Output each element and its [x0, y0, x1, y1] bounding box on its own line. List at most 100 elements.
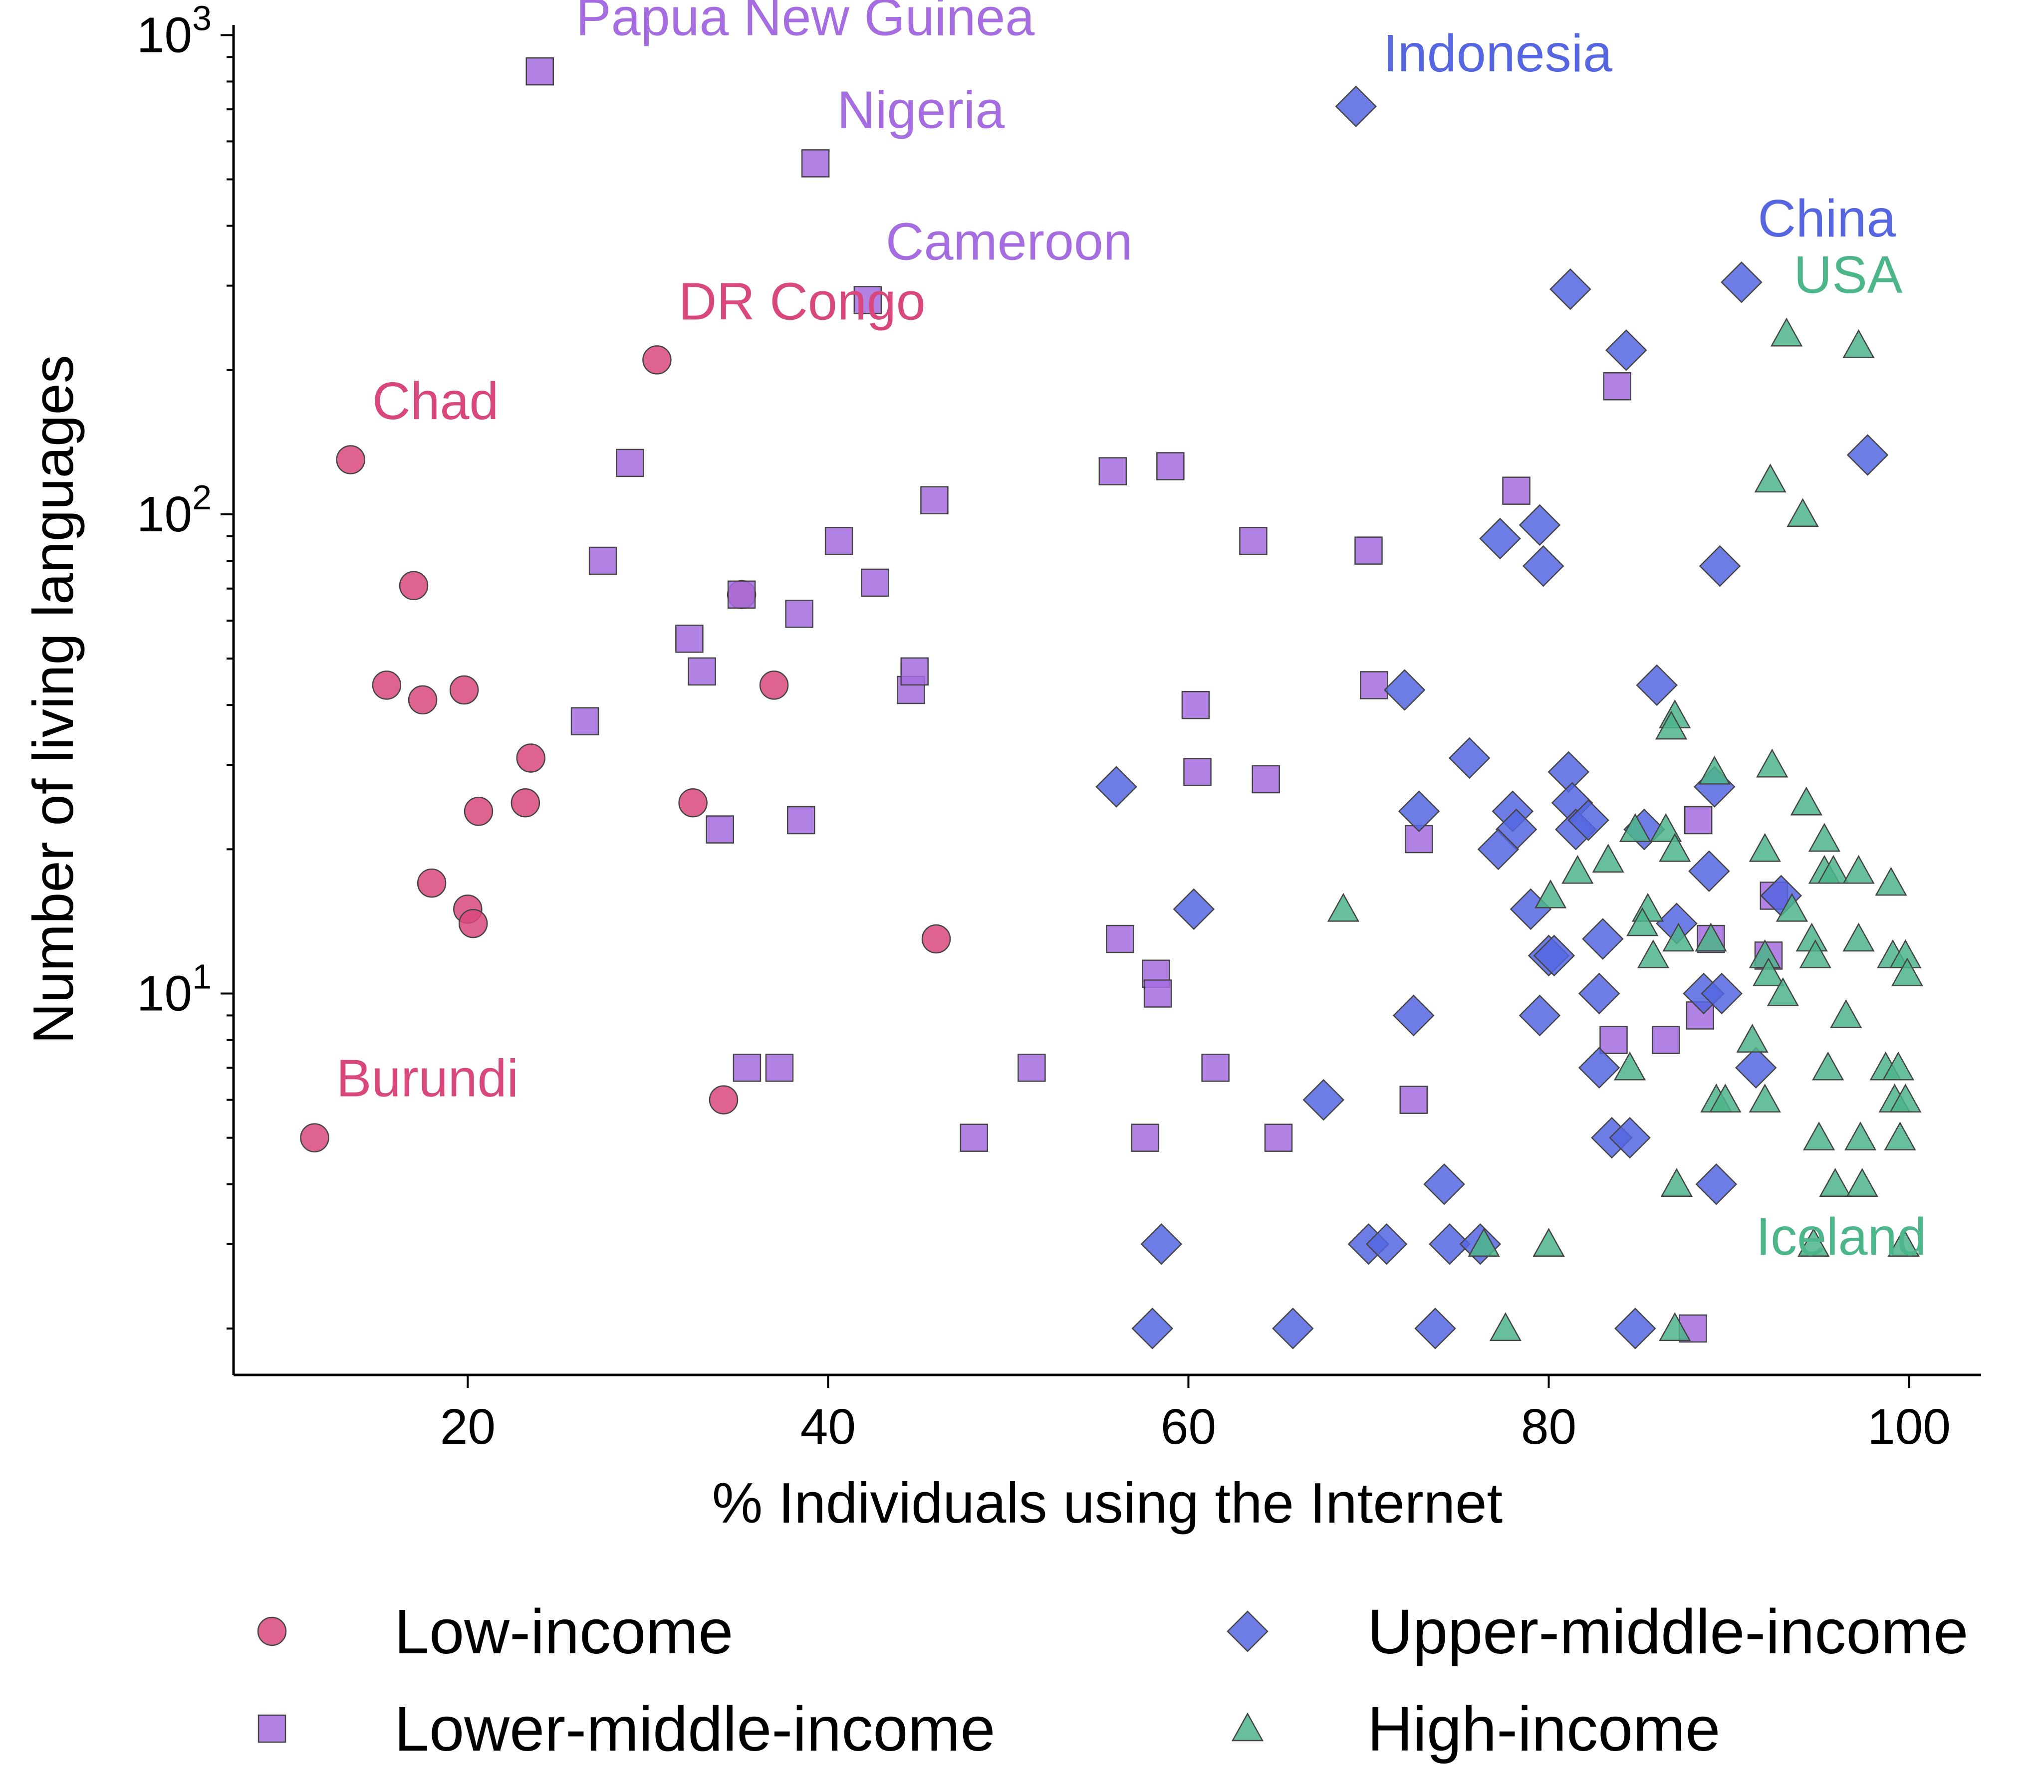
square-point	[525, 57, 554, 86]
square-point	[900, 657, 929, 686]
x-tick-label: 80	[1521, 1399, 1576, 1455]
square-point	[733, 1054, 762, 1082]
diamond-point	[1131, 1308, 1174, 1349]
square-point	[570, 707, 599, 735]
triangle-point	[1844, 1121, 1877, 1150]
triangle-point	[1613, 1051, 1646, 1081]
triangle-point	[1637, 939, 1670, 968]
diamond-point	[1578, 1047, 1620, 1089]
diamond-point	[1429, 1223, 1471, 1265]
triangle-point	[1842, 855, 1875, 884]
diamond-point	[1699, 545, 1741, 587]
diamond-point	[1735, 1047, 1777, 1089]
diamond-point	[1614, 1308, 1656, 1349]
square-point	[786, 806, 815, 835]
square-point	[1201, 1054, 1230, 1082]
diamond-point	[1365, 1223, 1408, 1265]
triangle-point	[1770, 317, 1803, 347]
triangle-point	[1808, 823, 1841, 852]
diamond-point	[1533, 934, 1575, 977]
legend-item: High-income	[1231, 1694, 1720, 1764]
triangle-point	[1776, 893, 1808, 922]
legend-triangle-marker	[1231, 1712, 1264, 1742]
legend-item: Low-income	[257, 1596, 733, 1667]
triangle-point	[1799, 939, 1831, 968]
triangle-point	[1533, 1228, 1565, 1257]
triangle-point	[1619, 813, 1651, 842]
series-upper-middle-income	[1095, 85, 1889, 1349]
square-point	[1360, 671, 1388, 699]
legend-label: Upper-middle-income	[1367, 1596, 1968, 1667]
legend-diamond-marker	[1227, 1610, 1269, 1652]
legend-item: Upper-middle-income	[1227, 1596, 1968, 1667]
diamond-point	[1398, 790, 1440, 833]
triangle-point	[1650, 813, 1682, 842]
y-axis-ticks: 101 102 103	[137, 0, 234, 1330]
square-point	[1651, 1026, 1680, 1054]
diamond-point	[1392, 994, 1435, 1037]
square-point	[801, 149, 830, 178]
square-point	[824, 527, 853, 555]
square-point	[706, 815, 735, 844]
triangle-point	[1659, 1312, 1691, 1342]
y-tick-label: 101	[137, 957, 212, 1021]
diamond-point	[1423, 1163, 1465, 1205]
triangle-point	[1749, 833, 1781, 862]
series-low-income	[300, 345, 951, 1152]
square-point	[1264, 1123, 1293, 1152]
triangle-point	[1489, 1312, 1522, 1342]
annotation-label: Iceland	[1756, 1207, 1927, 1266]
square-point	[861, 568, 889, 597]
triangle-point	[1842, 329, 1875, 358]
annotation-label: Chad	[372, 372, 499, 431]
triangle-point	[1790, 786, 1822, 816]
circle-point	[709, 1085, 739, 1115]
square-point	[960, 1123, 989, 1152]
x-axis-label: % Individuals using the Internet	[712, 1472, 1503, 1535]
data-points	[300, 57, 1924, 1349]
triangle-point	[1749, 1084, 1781, 1113]
diamond-point	[1335, 85, 1377, 127]
y-axis-label: Number of living languages	[22, 355, 85, 1044]
triangle-point	[1756, 748, 1788, 778]
circle-point	[449, 675, 479, 705]
triangle-point	[1846, 1168, 1878, 1197]
triangle-point	[1887, 1228, 1920, 1257]
triangle-point	[1891, 957, 1924, 986]
square-point	[1156, 452, 1185, 480]
triangle-point	[1561, 855, 1594, 884]
diamond-point	[1701, 972, 1743, 1015]
square-point	[1143, 979, 1172, 1008]
triangle-point	[1327, 893, 1360, 922]
diamond-point	[1609, 1117, 1651, 1159]
diamond-point	[1173, 888, 1215, 930]
x-tick-label: 20	[440, 1399, 496, 1455]
square-point	[1239, 527, 1268, 555]
triangle-point	[1534, 879, 1567, 908]
triangle-point	[1842, 922, 1875, 952]
diamond-point	[1479, 517, 1521, 560]
annotation-label: Nigeria	[837, 81, 1005, 140]
circle-point	[399, 571, 429, 601]
triangle-point	[1752, 957, 1785, 986]
diamond-point	[1636, 664, 1678, 706]
circle-point	[417, 868, 447, 898]
legend-item: Lower-middle-income	[257, 1694, 995, 1764]
legend-circle-marker	[257, 1616, 287, 1646]
square-point	[1183, 758, 1212, 786]
annotation-label: Burundi	[336, 1049, 518, 1108]
annotation-label: DR Congo	[679, 272, 926, 331]
circle-point	[516, 743, 545, 773]
triangle-point	[1882, 1051, 1915, 1081]
diamond-point	[1721, 261, 1763, 303]
square-point	[1181, 690, 1210, 719]
legend-label: Lower-middle-income	[394, 1694, 995, 1764]
diamond-point	[1519, 994, 1561, 1037]
square-point	[1354, 536, 1383, 565]
square-point	[1684, 806, 1713, 835]
annotation-label: Indonesia	[1383, 24, 1612, 83]
circle-point	[678, 788, 708, 818]
square-point	[1018, 1054, 1046, 1082]
square-point	[588, 546, 617, 575]
